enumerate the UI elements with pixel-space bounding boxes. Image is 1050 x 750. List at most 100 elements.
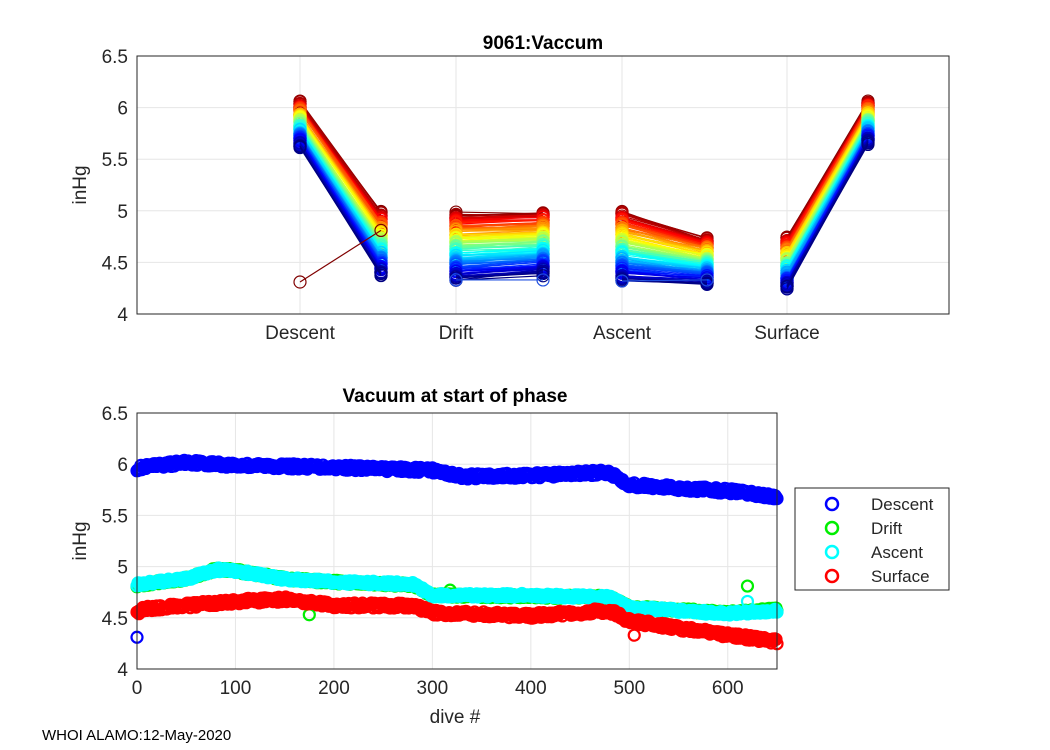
top-outlier-segment (293, 223, 388, 289)
top-outlier-end-marker (536, 273, 550, 287)
bottom-ticks: 44.555.566.50 100 200 300 400 500 600 (102, 404, 744, 699)
bottom-y-tick-label: 5.5 (102, 506, 128, 527)
top-segment-line (621, 249, 708, 264)
top-segment-line (455, 257, 544, 263)
top-segment-line (299, 122, 382, 244)
top-segment-line (621, 217, 708, 244)
bottom-data-layer (130, 453, 784, 651)
top-segment-line (455, 218, 544, 222)
top-outlier-start-marker (293, 275, 307, 289)
bottom-x-tick-label: 500 (613, 678, 645, 699)
legend-marker (824, 496, 840, 512)
top-segment-line (621, 264, 708, 274)
bottom-x-axis-label: dive # (430, 707, 481, 728)
top-segment-line (455, 259, 544, 268)
top-outlier-segment (449, 273, 550, 287)
top-outlier-end-marker (374, 223, 388, 238)
bottom-series-descent (130, 453, 784, 644)
bottom-x-tick-label: 0 (132, 678, 143, 699)
top-outlier-segment (615, 273, 714, 288)
top-segment-line (786, 112, 869, 253)
top-segment-line (455, 248, 544, 254)
top-segment-end-marker (536, 269, 550, 283)
legend-marker (824, 520, 840, 536)
top-data-layer (293, 94, 875, 296)
top-outlier-start-marker (615, 274, 629, 288)
bottom-y-tick-label: 4 (117, 660, 128, 681)
bottom-outlier-point (740, 594, 755, 609)
legend-item-ascent: Ascent (824, 543, 923, 562)
top-dive-segment (780, 137, 875, 294)
top-segment-line (455, 232, 544, 238)
top-segment-line (455, 234, 544, 239)
top-axes-box (136, 55, 950, 315)
top-x-tick-label: Ascent (593, 323, 652, 344)
top-segment-line (621, 272, 708, 279)
top-segment-start-marker (293, 139, 307, 154)
top-segment-line (621, 233, 708, 255)
top-segment-line (786, 134, 869, 281)
top-segment-line (455, 229, 544, 235)
top-segment-line (455, 252, 544, 259)
top-y-axis-label: inHg (70, 165, 91, 204)
bottom-series-ascent (130, 561, 784, 622)
top-segment-line (455, 214, 544, 219)
top-segment-line (455, 229, 544, 233)
bottom-x-tick-label: 200 (318, 678, 350, 699)
top-y-tick-label: 4 (117, 305, 128, 326)
legend-item-descent: Descent (824, 495, 934, 514)
top-dive-segment (293, 139, 388, 283)
top-segment-line (299, 101, 382, 214)
top-segment-line (299, 146, 382, 276)
bottom-chart: 44.555.566.50 100 200 300 400 500 600 Vacuum a… (70, 386, 784, 728)
top-y-tick-label: 5 (117, 202, 128, 223)
top-y-tick-label: 4.5 (102, 253, 128, 274)
bottom-chart-title: Vacuum at start of phase (343, 386, 568, 407)
top-segment-line (621, 261, 708, 272)
bottom-y-tick-label: 6.5 (102, 404, 128, 425)
top-segment-line (621, 248, 708, 263)
footer-credit: WHOI ALAMO:12-May-2020 (42, 727, 232, 744)
legend-marker (824, 568, 840, 584)
top-segment-line (621, 260, 708, 269)
top-y-tick-label: 5.5 (102, 150, 128, 171)
top-x-tick-label: Descent (265, 323, 335, 344)
top-segment-line (299, 117, 382, 236)
top-segment-end-marker (374, 268, 388, 283)
top-segment-line (621, 265, 708, 274)
top-segment-line (455, 227, 544, 231)
legend-label: Descent (871, 495, 934, 514)
top-segment-line (621, 250, 708, 265)
bottom-x-tick-label: 600 (712, 678, 744, 699)
bottom-y-tick-label: 4.5 (102, 609, 128, 630)
top-segment-line (455, 267, 544, 275)
top-segment-line (455, 216, 544, 222)
top-segment-line (621, 265, 708, 276)
bottom-x-tick-label: 400 (515, 678, 547, 699)
top-segment-line (299, 121, 382, 242)
legend-item-drift: Drift (824, 519, 902, 538)
bottom-outlier-point (627, 628, 641, 642)
top-segment-line (621, 252, 708, 267)
legend-label: Drift (871, 519, 902, 538)
top-chart-title: 9061:Vaccum (483, 33, 603, 54)
top-segment-line (455, 219, 544, 224)
bottom-outlier-point (132, 607, 146, 621)
top-segment-start-marker (780, 279, 794, 294)
legend-marker (824, 544, 840, 560)
top-segment-line (455, 237, 544, 243)
top-segment-end-marker (861, 137, 875, 152)
bottom-y-tick-label: 6 (117, 455, 128, 476)
top-segment-line (621, 211, 708, 240)
top-x-tick-label: Drift (439, 323, 475, 344)
top-outlier-start-marker (449, 273, 463, 287)
top-outlier-line (299, 229, 382, 283)
bottom-x-tick-label: 100 (220, 678, 252, 699)
bottom-series-surface (130, 590, 784, 651)
top-y-tick-label: 6.5 (102, 47, 128, 68)
top-segment-line (455, 253, 544, 262)
